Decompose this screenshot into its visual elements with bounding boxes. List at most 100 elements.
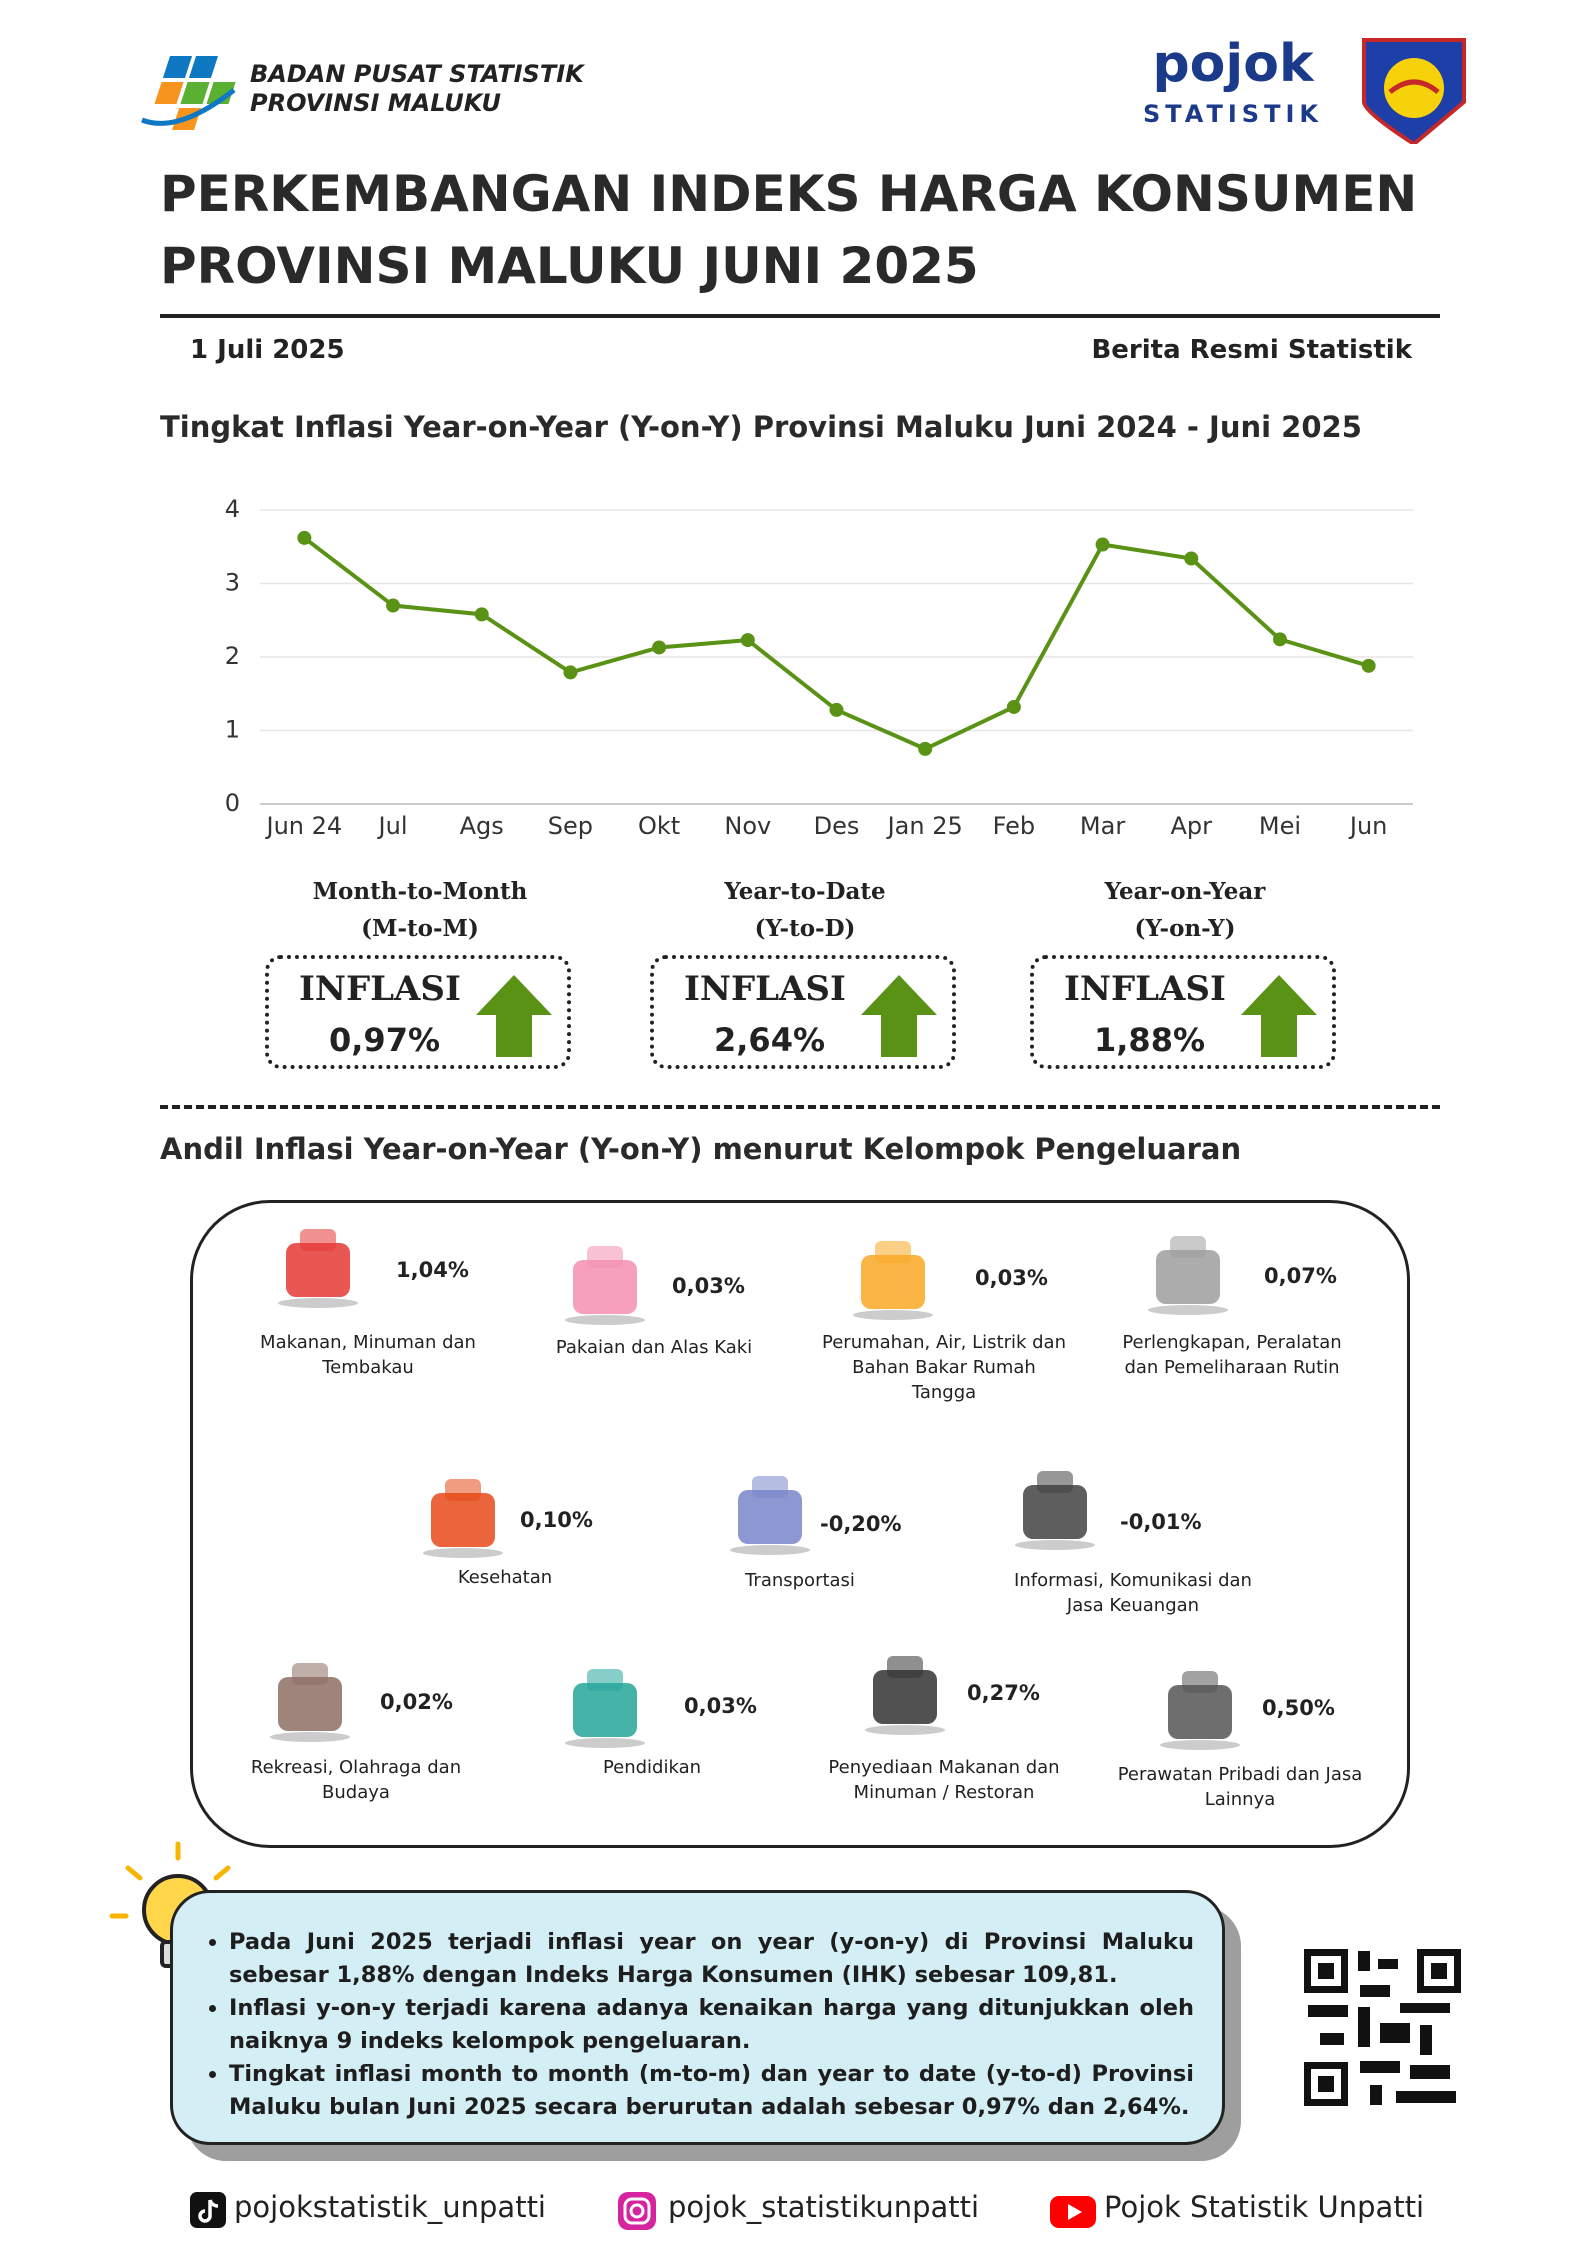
category-label: Pendidikan <box>602 1757 702 1778</box>
x-tick-label: Mei <box>1259 812 1301 840</box>
category-value: 1,04% <box>396 1258 469 1282</box>
indicator-label: Year-to-Date <box>724 878 886 905</box>
up-arrow <box>1241 975 1317 1057</box>
data-point <box>829 702 844 717</box>
category-value: 0,03% <box>684 1694 757 1718</box>
category-label: Pakaian dan Alas Kaki <box>555 1337 753 1358</box>
icon-shape <box>1182 1671 1218 1693</box>
indicator-status: INFLASI <box>684 969 846 1009</box>
icon-shape <box>300 1229 336 1251</box>
icon-shape <box>431 1493 495 1547</box>
category-label: Rekreasi, Olahraga dan Budaya <box>250 1757 462 1803</box>
icon-shape <box>1037 1471 1073 1493</box>
icon-shape <box>1168 1685 1232 1739</box>
x-tick-label: Nov <box>724 812 771 840</box>
section-title: Andil Inflasi Year-on-Year (Y-on-Y) menu… <box>160 1132 1242 1166</box>
brand: pojok <box>1152 34 1314 94</box>
category-icon <box>1160 1671 1240 1750</box>
indicator-value: 0,97% <box>329 1021 441 1059</box>
category-value: 0,02% <box>380 1690 453 1714</box>
category-label: Transportasi <box>745 1570 855 1591</box>
icon-shape <box>1170 1236 1206 1258</box>
x-tick-label: Okt <box>638 812 680 840</box>
category-icon <box>565 1669 645 1748</box>
bps-logo <box>141 56 236 130</box>
indicator-label: Year-on-Year <box>1104 878 1266 905</box>
category-label: Kesehatan <box>457 1567 553 1588</box>
x-tick-label: Apr <box>1171 812 1213 840</box>
indicator-box: INFLASI 0,97% <box>265 955 571 1069</box>
category-label: Perumahan, Air, Listrik dan Bahan Bakar … <box>822 1332 1066 1403</box>
data-point <box>474 607 489 622</box>
y-tick-label: 0 <box>225 789 240 817</box>
x-tick-label: Jan 25 <box>886 812 963 840</box>
social-handle: pojokstatistik_unpatti <box>234 2190 546 2224</box>
icon-shape <box>587 1669 623 1691</box>
category-icon <box>1148 1236 1228 1315</box>
data-point <box>1184 551 1199 566</box>
icon-shape <box>587 1246 623 1268</box>
indicator-label: (Y-to-D) <box>754 915 856 942</box>
indicator-label: Month-to-Month <box>312 878 528 905</box>
category-icon <box>1015 1471 1095 1550</box>
icon-base <box>423 1548 503 1558</box>
x-tick-label: Feb <box>993 812 1036 840</box>
university-logo <box>1362 38 1466 144</box>
x-tick-label: Sep <box>548 812 593 840</box>
category-label: Perawatan Pribadi dan Jasa Lainnya <box>1117 1764 1363 1810</box>
icon-base <box>1148 1305 1228 1315</box>
series-name: Berita Resmi Statistik <box>1091 335 1412 365</box>
youtube-icon <box>1050 2196 1096 2228</box>
icon-base <box>278 1298 358 1308</box>
arrow-shape <box>861 975 937 1057</box>
indicator-box: INFLASI 2,64% <box>650 955 956 1069</box>
y-tick-label: 4 <box>225 495 240 523</box>
data-line <box>303 536 1370 752</box>
y-tick-label: 2 <box>225 642 240 670</box>
icon-shape <box>278 1677 342 1731</box>
indicator-label: (M-to-M) <box>361 915 479 942</box>
icon-shape <box>573 1260 637 1314</box>
category-icon <box>730 1476 810 1555</box>
category-icon <box>270 1663 350 1742</box>
category-label: Perlengkapan, Peralatan dan Pemeliharaan… <box>1122 1332 1342 1378</box>
x-tick-label: Jun 24 <box>265 812 343 840</box>
icon-base <box>565 1315 645 1325</box>
x-tick-label: Ags <box>460 812 504 840</box>
icon-base <box>853 1310 933 1320</box>
arrow-shape <box>476 975 552 1057</box>
title-line: PERKEMBANGAN INDEKS HARGA KONSUMEN <box>160 165 1418 223</box>
category-icon <box>278 1229 358 1308</box>
icon-shape <box>875 1241 911 1263</box>
category-value: -0,01% <box>1120 1510 1202 1534</box>
icon-shape <box>286 1243 350 1297</box>
icon-shape <box>1023 1485 1087 1539</box>
icon-shape <box>873 1670 937 1724</box>
data-point <box>1006 699 1021 714</box>
category-label: Informasi, Komunikasi dan Jasa Keuangan <box>1014 1570 1252 1616</box>
qr-code <box>1300 1945 1465 2110</box>
indicator-value: 1,88% <box>1094 1021 1206 1059</box>
instagram-icon <box>618 2192 656 2230</box>
tiktok-icon <box>190 2192 226 2228</box>
icon-shape <box>292 1663 328 1685</box>
category-label: Penyediaan Makanan dan Minuman / Restora… <box>828 1757 1060 1803</box>
indicator-box: INFLASI 1,88% <box>1030 955 1336 1069</box>
category-value: 0,50% <box>1262 1696 1335 1720</box>
divider <box>160 314 1440 318</box>
icon-base <box>270 1732 350 1742</box>
note-item: Tingkat inflasi month to month (m-to-m) … <box>229 2058 1194 2124</box>
category-icon <box>853 1241 933 1320</box>
org-name: BADAN PUSAT STATISTIK PROVINSI MALUKU <box>250 60 584 118</box>
note-item: Inflasi y-on-y terjadi karena adanya ken… <box>229 1992 1194 2058</box>
icon-shape <box>738 1490 802 1544</box>
icon-shape <box>445 1479 481 1501</box>
data-point <box>1272 632 1287 647</box>
icon-shape <box>861 1255 925 1309</box>
up-arrow <box>476 975 552 1057</box>
up-arrow <box>861 975 937 1057</box>
category-value: -0,20% <box>820 1512 902 1536</box>
notes-list: Pada Juni 2025 terjadi inflasi year on y… <box>199 1926 1194 2124</box>
category-label: Makanan, Minuman dan Tembakau <box>260 1332 476 1378</box>
